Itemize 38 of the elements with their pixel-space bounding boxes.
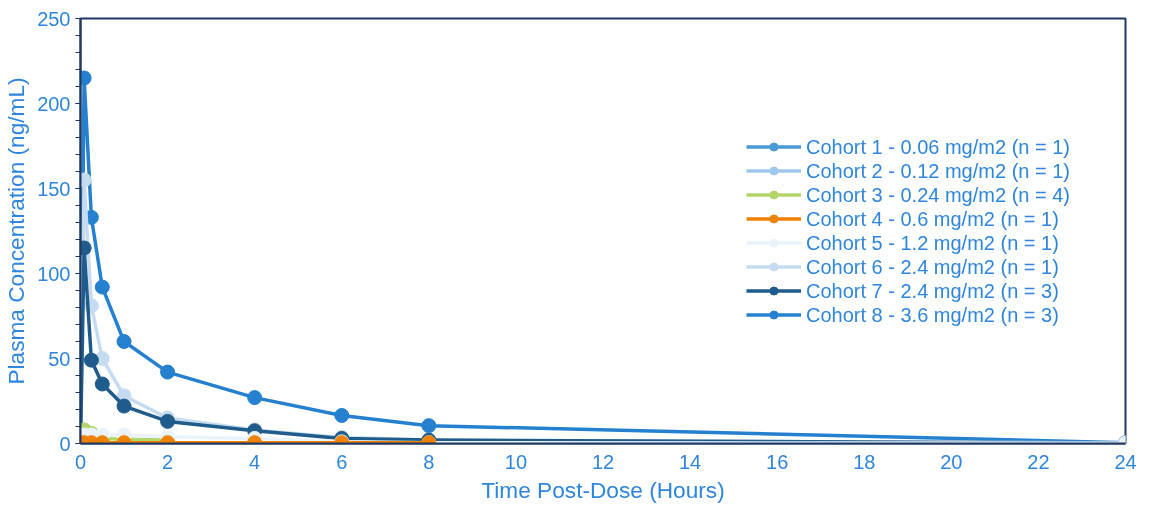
- x-tick-label: 4: [249, 450, 261, 473]
- x-tick-label: 2: [162, 450, 174, 473]
- y-tick-label: 50: [48, 347, 71, 370]
- point: [116, 334, 132, 349]
- y-tick-label: 150: [37, 177, 71, 200]
- legend-label: Cohort 2 - 0.12 mg/m2 (n = 1): [805, 159, 1070, 182]
- y-axis-title: Plasma Concentration (ng/mL): [3, 77, 30, 385]
- x-tick-label: 24: [1114, 450, 1137, 473]
- x-axis-title: Time Post-Dose (Hours): [481, 476, 725, 503]
- legend-label: Cohort 3 - 0.24 mg/m2 (n = 4): [805, 183, 1070, 206]
- point: [421, 418, 437, 434]
- x-tick-label: 0: [74, 450, 87, 473]
- y-tick-label: 100: [37, 262, 71, 285]
- point: [247, 390, 263, 406]
- x-tick-label: 14: [678, 450, 702, 473]
- x-tick-label: 18: [853, 450, 876, 473]
- x-tick-label: 12: [591, 450, 615, 473]
- x-tick-label: 20: [940, 450, 963, 473]
- y-tick-label: 0: [59, 432, 71, 455]
- point: [83, 352, 99, 368]
- x-tick-label: 10: [504, 450, 528, 473]
- legend-label: Cohort 5 - 1.2 mg/m2 (n = 1): [805, 231, 1059, 254]
- legend-label: Cohort 4 - 0.6 mg/m2 (n = 1): [805, 207, 1059, 230]
- x-tick-label: 6: [336, 450, 348, 473]
- point: [94, 279, 110, 295]
- point: [160, 364, 176, 380]
- point: [94, 376, 110, 392]
- x-tick-label: 8: [423, 450, 435, 473]
- y-tick-label: 250: [37, 7, 71, 30]
- x-tick-label: 22: [1027, 450, 1050, 473]
- point: [116, 398, 132, 414]
- legend-label: Cohort 8 - 3.6 mg/m2 (n = 3): [805, 303, 1059, 326]
- point: [334, 407, 350, 423]
- legend-label: Cohort 7 - 2.4 mg/m2 (n = 3): [805, 279, 1059, 302]
- y-tick-label: 200: [37, 92, 71, 115]
- legend-label: Cohort 6 - 2.4 mg/m2 (n = 1): [805, 255, 1059, 278]
- x-tick-label: 16: [766, 450, 789, 473]
- legend-label: Cohort 1 - 0.06 mg/m2 (n = 1): [805, 135, 1070, 158]
